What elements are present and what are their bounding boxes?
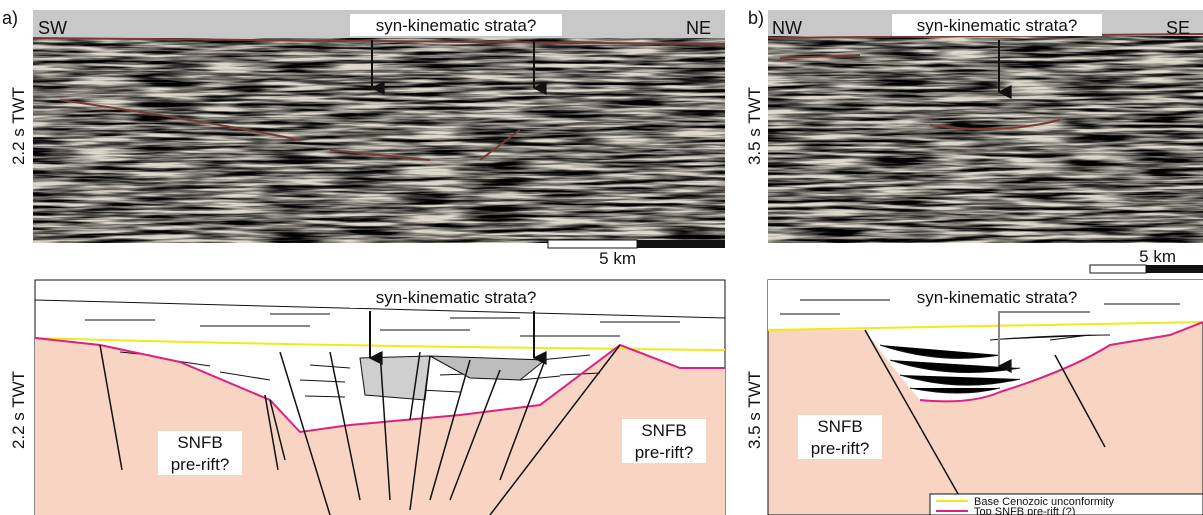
legend-label: Top SNFB pre-rift (?) <box>974 506 1075 515</box>
axis-label: 2.2 s TWT <box>9 87 28 165</box>
direction-label: NE <box>686 18 711 38</box>
annotation: syn-kinematic strata? <box>376 16 537 35</box>
unit-label: pre-rift? <box>171 455 230 474</box>
annotation: syn-kinematic strata? <box>917 288 1078 307</box>
unit-label: SNFB <box>641 421 686 440</box>
interpretation-a <box>35 280 725 515</box>
scale-bar <box>1090 265 1203 273</box>
panel-label: a) <box>2 8 18 28</box>
annotation: syn-kinematic strata? <box>376 288 537 307</box>
axis-label: 3.5 s TWT <box>745 371 764 449</box>
figure: a) SW NE syn-kinematic strata? 2.2 s TWT… <box>0 0 1203 515</box>
unit-label: pre-rift? <box>635 443 694 462</box>
seismic-a <box>33 10 725 243</box>
interpretation-b <box>768 280 1203 515</box>
scale-label: 5 km <box>1139 247 1176 266</box>
direction-label: SW <box>38 18 67 38</box>
direction-label: SE <box>1166 18 1190 38</box>
axis-label: 3.5 s TWT <box>745 87 764 165</box>
seismic-b <box>768 10 1203 243</box>
unit-label: pre-rift? <box>811 439 870 458</box>
unit-label: SNFB <box>817 417 862 436</box>
scale-bar <box>548 240 725 248</box>
scale-label: 5 km <box>599 249 636 268</box>
annotation: syn-kinematic strata? <box>917 16 1078 35</box>
unit-label: SNFB <box>177 433 222 452</box>
axis-label: 2.2 s TWT <box>9 371 28 449</box>
panel-label: b) <box>748 8 764 28</box>
direction-label: NW <box>772 18 802 38</box>
